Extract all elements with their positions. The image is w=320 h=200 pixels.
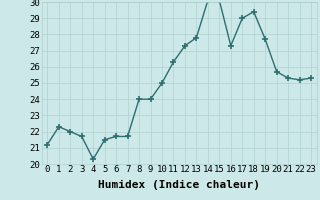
X-axis label: Humidex (Indice chaleur): Humidex (Indice chaleur) xyxy=(98,180,260,190)
